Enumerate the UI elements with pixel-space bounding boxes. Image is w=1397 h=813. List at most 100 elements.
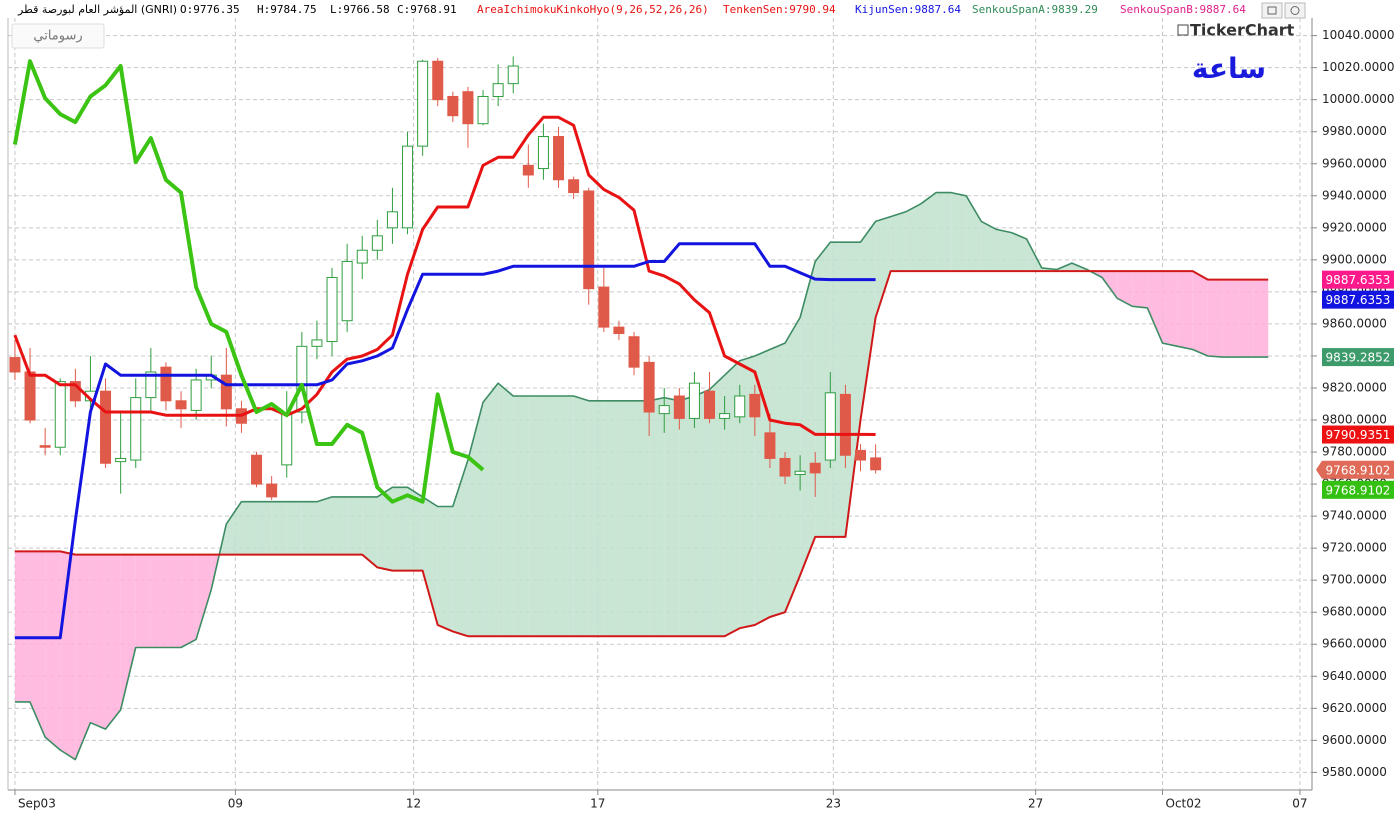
cloud-fill [981, 221, 997, 272]
candle-body [522, 164, 534, 176]
y-tick-label: 9580.0000 [1322, 765, 1387, 779]
y-tick-label: 10020.0000 [1322, 60, 1395, 74]
candle-body [311, 339, 323, 347]
cloud-fill [120, 554, 136, 710]
price-tag-label: 9768.9102 [1326, 483, 1391, 497]
cloud-fill [588, 400, 604, 637]
cloud-fill [422, 496, 438, 626]
legend-entry: TenkenSen:9790.94 [723, 3, 836, 16]
candle-body [432, 60, 444, 101]
cloud-fill [1147, 271, 1163, 344]
x-tick-label: 07 [1292, 797, 1307, 811]
cloud-fill [769, 343, 786, 618]
candle-body [568, 179, 580, 194]
cloud-fill [573, 395, 589, 637]
candle-body [688, 382, 700, 419]
candle-body [9, 357, 21, 373]
cloud-fill [513, 395, 529, 637]
x-tick-label: 09 [228, 797, 243, 811]
cloud-fill [181, 554, 197, 648]
candle-body [537, 136, 549, 170]
cloud-fill [1162, 271, 1178, 347]
cloud-fill [301, 501, 317, 555]
price-tag-label: 9887.6353 [1326, 273, 1391, 287]
cloud-fill [332, 496, 348, 555]
plot [9, 56, 1269, 761]
cloud-fill [528, 395, 544, 637]
cloud-fill [830, 242, 846, 537]
candle-body [24, 371, 36, 421]
cloud-fill [452, 460, 468, 637]
chart-title: المؤشر العام لبورصة قطر (GNRI) [17, 3, 177, 16]
cloud-fill [875, 216, 891, 318]
candle-body [553, 136, 565, 181]
candle-body [417, 60, 429, 147]
candle-body [704, 390, 716, 419]
x-tick-label: 27 [1028, 797, 1043, 811]
candle-body [39, 445, 51, 448]
candle-body [341, 260, 353, 322]
cloud-fill [890, 211, 906, 272]
cloud-fill [75, 554, 91, 760]
y-tick-label: 9700.0000 [1322, 573, 1387, 587]
y-tick-label: 9860.0000 [1322, 316, 1387, 330]
cloud-fill [150, 554, 166, 648]
candle-body [326, 276, 338, 343]
cloud-fill [392, 487, 408, 571]
settings-button[interactable] [1284, 2, 1306, 19]
ohlc-open: O:9776.35 [180, 3, 240, 16]
cloud-fill [1253, 279, 1269, 358]
candle-body [54, 381, 66, 448]
candle-body [115, 457, 127, 463]
cloud-fill [694, 389, 710, 637]
cloud-fill [739, 355, 755, 629]
ohlc-close: C:9768.91 [397, 3, 457, 16]
maximize-button[interactable] [1261, 2, 1283, 19]
candle-body [673, 395, 685, 419]
cloud-fill [1207, 279, 1223, 358]
y-tick-label: 9780.0000 [1322, 445, 1387, 459]
cloud-fill [1192, 271, 1208, 356]
logo: TickerChart [1190, 21, 1295, 40]
cloud-fill [966, 195, 982, 272]
x-tick-label: 17 [590, 797, 605, 811]
candle-body [779, 457, 791, 477]
cloud-fill [1222, 279, 1239, 358]
x-tick-label: Oct02 [1166, 797, 1202, 811]
ohlc-low: L:9766.58 [330, 3, 390, 16]
cloud-fill [920, 192, 937, 272]
cloud-fill [30, 551, 46, 738]
candle-body [462, 91, 474, 125]
drawings-button[interactable] [11, 23, 105, 49]
candle-body [628, 336, 640, 368]
cloud-fill [407, 487, 423, 571]
candle-body [764, 432, 776, 459]
y-tick-label: 9920.0000 [1322, 220, 1387, 234]
cloud-fill [845, 242, 861, 537]
price-tag [1316, 460, 1394, 479]
cloud-fill [483, 383, 499, 637]
cloud-fill [905, 203, 921, 272]
period-label: ساعة [1192, 52, 1266, 85]
y-tick-label: 9720.0000 [1322, 541, 1387, 555]
x-tick-label: 12 [406, 797, 421, 811]
candle-body [719, 413, 731, 419]
candle-body [447, 95, 459, 117]
candle-body [356, 249, 368, 264]
y-tick-label: 9900.0000 [1322, 252, 1387, 266]
cloud-fill [362, 496, 378, 568]
y-tick-label: 9740.0000 [1322, 509, 1387, 523]
cloud-fill [377, 487, 393, 571]
cloud-fill [45, 551, 61, 750]
candle-body [839, 393, 851, 456]
y-tick-label: 9980.0000 [1322, 124, 1387, 138]
cloud-fill [256, 501, 272, 555]
candle-body [281, 413, 293, 466]
price-tag-label: 9790.9351 [1326, 428, 1391, 442]
series-line [13, 115, 876, 436]
candle-body [794, 470, 806, 475]
candle-body [749, 393, 761, 418]
legend-entry: KijunSen:9887.64 [855, 3, 961, 16]
y-tick-label: 9800.0000 [1322, 413, 1387, 427]
